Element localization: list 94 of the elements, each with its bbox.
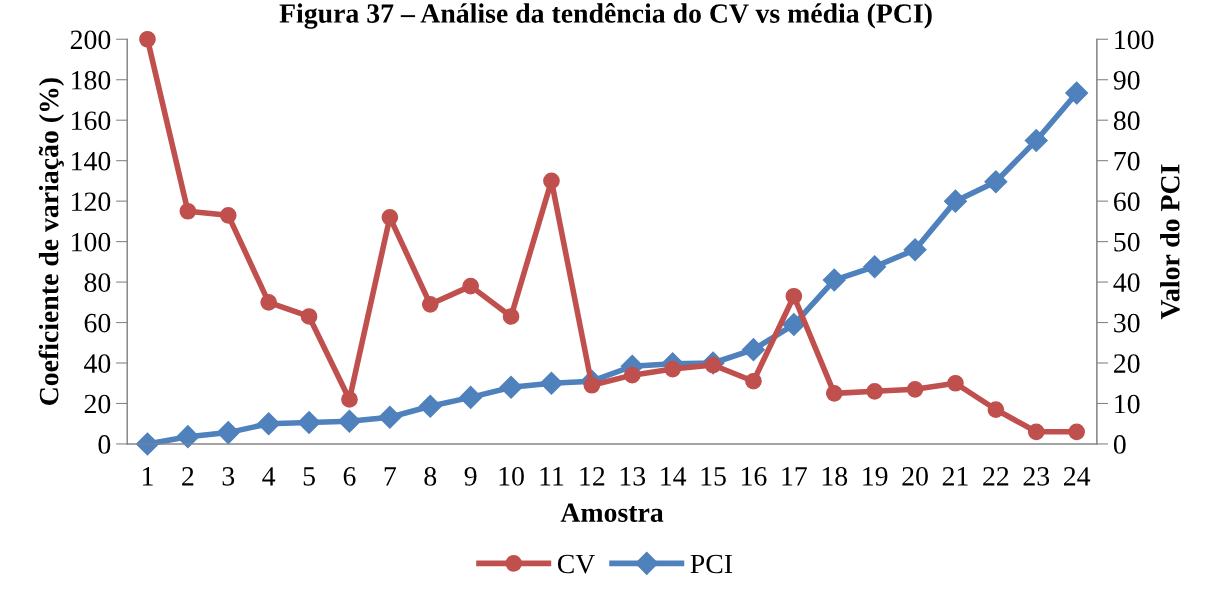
point (1024, 128, 1048, 152)
point (499, 375, 523, 399)
point (381, 208, 399, 226)
x-tick-label: 16 (742, 467, 767, 486)
x-tick-label: 5 (303, 467, 315, 486)
point (459, 385, 483, 409)
point (502, 308, 520, 325)
point (664, 360, 681, 378)
point (1068, 423, 1085, 441)
point (1065, 81, 1089, 105)
y2-tick-label: 20 (1114, 354, 1140, 373)
y2-tick-label: 0 (1113, 435, 1126, 454)
point (745, 372, 762, 390)
legend-label: CV (557, 554, 596, 574)
y-tick-label: 60 (84, 313, 111, 333)
y2-tick-label: 40 (1113, 273, 1140, 292)
point (179, 202, 197, 220)
y2-tick-label: 100 (1115, 30, 1154, 50)
x-tick-label: 12 (580, 467, 605, 486)
point (623, 366, 641, 384)
point (260, 293, 277, 311)
y2-tick-label: 30 (1114, 313, 1140, 333)
y2-tick-label: 80 (1113, 111, 1140, 131)
x-tick-label: 19 (863, 467, 888, 486)
x-tick-label: 20 (902, 466, 928, 486)
x-tick-label: 4 (262, 467, 276, 486)
x-axis-title: Amostra (560, 503, 664, 523)
x-tick-label: 6 (343, 467, 356, 486)
point (782, 313, 806, 337)
y-tick-label: 200 (70, 30, 111, 50)
point (216, 421, 240, 445)
x-tick-label: 18 (822, 466, 848, 486)
legend-label: PCI (690, 554, 733, 574)
point (825, 385, 843, 402)
x-tick-label: 22 (983, 467, 1009, 486)
point (337, 409, 361, 433)
x-tick-label: 9 (464, 467, 477, 486)
y-tick-label: 20 (84, 394, 111, 414)
y-tick-label: 160 (72, 111, 111, 131)
y2-tick-label: 60 (1114, 192, 1140, 212)
chart-title: Figura 37 – Análise da tendência do CV vs média (PCI) (279, 3, 932, 29)
point (943, 189, 967, 213)
point (785, 287, 803, 305)
point (378, 405, 402, 429)
x-tick-label: 24 (1063, 467, 1091, 486)
x-tick-label: 13 (620, 467, 646, 486)
x-tick-label: 3 (222, 467, 235, 486)
point (297, 410, 321, 434)
point (984, 170, 1008, 194)
y-axis-title: Coeficiente de variação (%) (38, 78, 65, 405)
point (543, 172, 560, 190)
y-tick-label: 0 (98, 435, 111, 454)
x-tick-label: 21 (942, 467, 968, 486)
point (176, 425, 200, 449)
point (947, 374, 964, 392)
y-tick-label: 140 (72, 151, 111, 171)
point (1027, 423, 1045, 441)
x-tick-label: 8 (424, 466, 437, 486)
point (863, 255, 887, 279)
x-tick-label: 14 (661, 467, 687, 486)
point (219, 206, 237, 224)
y-tick-label: 40 (84, 354, 111, 373)
point (987, 401, 1005, 418)
point (341, 391, 358, 408)
point (462, 277, 479, 295)
y2-axis-title: Valor do PCI (1160, 164, 1180, 320)
point (822, 268, 846, 292)
point (421, 295, 439, 313)
point (300, 308, 318, 325)
point (866, 382, 883, 400)
y-tick-label: 80 (84, 273, 111, 292)
x-tick-label: 15 (701, 467, 726, 486)
x-tick-label: 1 (142, 467, 153, 486)
y2-tick-label: 50 (1114, 232, 1140, 252)
y-tick-label: 120 (72, 192, 111, 212)
x-tick-label: 17 (782, 467, 807, 486)
x-tick-label: 11 (540, 467, 564, 486)
y2-tick-label: 90 (1113, 70, 1140, 90)
x-tick-label: 10 (499, 466, 524, 486)
point (903, 238, 927, 262)
point (741, 338, 765, 362)
point (583, 376, 601, 394)
point (418, 394, 442, 418)
y2-tick-label: 70 (1114, 151, 1140, 171)
y2-tick-label: 10 (1115, 394, 1140, 414)
x-tick-label: 2 (182, 467, 194, 486)
point (539, 371, 563, 395)
x-tick-label: 23 (1023, 467, 1050, 486)
point (906, 380, 924, 398)
y-tick-label: 180 (72, 70, 111, 90)
y-tick-label: 100 (72, 232, 111, 252)
point (257, 412, 281, 436)
point (139, 30, 156, 48)
x-tick-label: 7 (384, 467, 397, 486)
